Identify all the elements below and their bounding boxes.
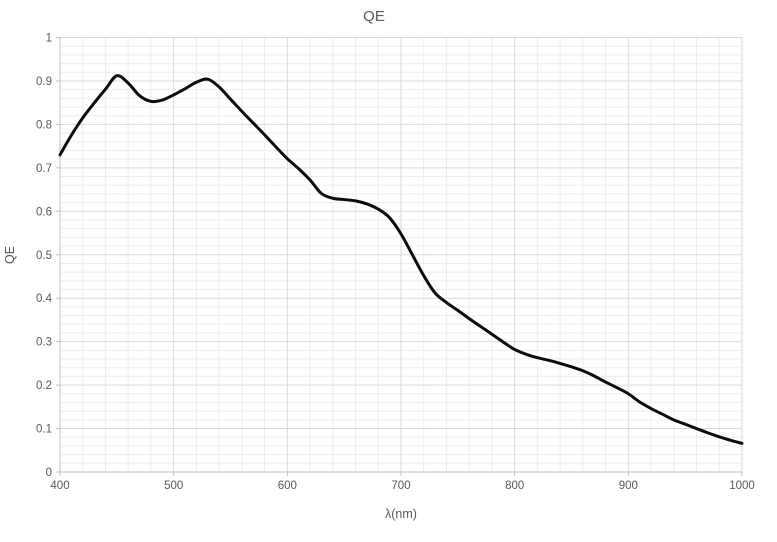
chart-title: QE <box>363 8 385 25</box>
x-tick-label: 400 <box>50 480 69 492</box>
x-tick-label: 1000 <box>729 480 755 492</box>
tick-labels: 400 500 600 700 800 900 1000 0 0.1 0.2 0.3 0.4 0.5 0.… <box>36 33 755 493</box>
y-tick-label: 0.4 <box>36 293 53 305</box>
series-line-qe <box>58 74 744 445</box>
tick-marks <box>56 37 743 476</box>
y-tick-label: 0.9 <box>36 76 52 88</box>
x-tick-label: 500 <box>164 480 183 492</box>
x-tick-label: 900 <box>619 480 638 492</box>
x-tick-label: 700 <box>391 480 410 492</box>
y-tick-label: 0.3 <box>36 337 52 349</box>
qe-curve <box>58 74 744 445</box>
y-tick-label: 0 <box>46 467 52 479</box>
x-tick-label: 800 <box>505 480 524 492</box>
y-tick-label: 0.2 <box>36 380 52 392</box>
y-tick-label: 0.1 <box>36 424 52 436</box>
x-axis-title: λ(nm) <box>385 507 417 521</box>
y-tick-label: 1 <box>46 33 52 45</box>
y-axis-title: QE <box>3 246 17 264</box>
y-tick-label: 0.5 <box>36 250 52 262</box>
y-tick-label: 0.6 <box>36 206 52 218</box>
y-tick-label: 0.7 <box>36 163 52 175</box>
x-tick-label: 600 <box>278 480 297 492</box>
y-tick-label: 0.8 <box>36 119 52 131</box>
major-gridlines <box>60 37 743 472</box>
